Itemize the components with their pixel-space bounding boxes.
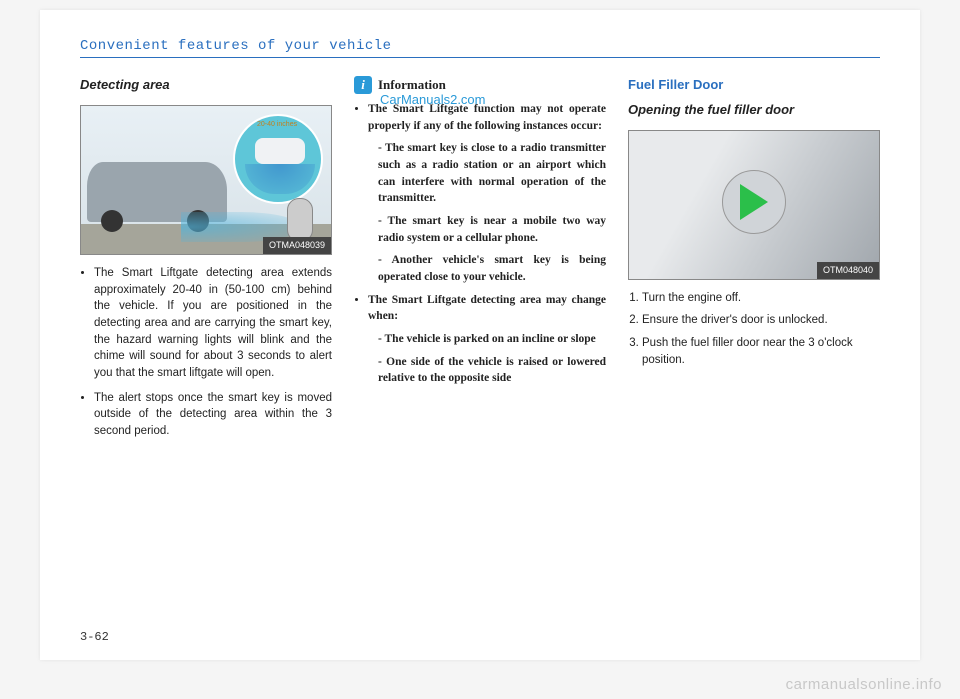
detection-zone-icon bbox=[245, 164, 315, 194]
step-item: Ensure the driver's door is unlocked. bbox=[642, 312, 880, 329]
figure-caption-1: OTMA048039 bbox=[263, 237, 331, 254]
column-3: Fuel Filler Door Opening the fuel filler… bbox=[628, 76, 880, 448]
vehicle-top-icon bbox=[255, 138, 305, 164]
info-sub-item: The vehicle is parked on an incline or s… bbox=[378, 331, 606, 348]
figure-fuel-door: OTM048040 bbox=[628, 130, 880, 280]
watermark-bottom: carmanualsonline.info bbox=[786, 676, 942, 693]
info-sub-list-2: The vehicle is parked on an incline or s… bbox=[368, 331, 606, 387]
key-fob-icon bbox=[287, 198, 313, 242]
bullet-item: The alert stops once the smart key is mo… bbox=[94, 390, 332, 440]
detecting-area-bullets: The Smart Liftgate detecting area extend… bbox=[80, 265, 332, 440]
column-2: i Information The Smart Liftgate functio… bbox=[354, 76, 606, 448]
fuel-door-illustration bbox=[629, 131, 879, 279]
info-sub-list-1: The smart key is close to a radio transm… bbox=[368, 140, 606, 285]
info-sub-item: Another vehicle's smart key is being ope… bbox=[378, 252, 606, 285]
info-sub-item: The smart key is near a mobile two way r… bbox=[378, 213, 606, 246]
figure-detecting-area: 20-40 inches OTMA048039 bbox=[80, 105, 332, 255]
fuel-filler-door-heading: Fuel Filler Door bbox=[628, 76, 880, 95]
column-1: Detecting area 20-40 inches OTMA048039 T… bbox=[80, 76, 332, 448]
content-columns: Detecting area 20-40 inches OTMA048039 T… bbox=[80, 76, 880, 448]
step-item: Turn the engine off. bbox=[642, 290, 880, 307]
step-item: Push the fuel filler door near the 3 o'c… bbox=[642, 335, 880, 368]
detecting-area-heading: Detecting area bbox=[80, 76, 332, 95]
push-arrow-icon bbox=[740, 184, 768, 220]
info-bullet-2-text: The Smart Liftgate detecting area may ch… bbox=[368, 294, 606, 323]
info-icon: i bbox=[354, 76, 372, 94]
info-bullet-2: The Smart Liftgate detecting area may ch… bbox=[368, 292, 606, 387]
page: Convenient features of your vehicle CarM… bbox=[40, 10, 920, 660]
info-bullet-1: The Smart Liftgate function may not oper… bbox=[368, 101, 606, 286]
fuel-door-steps: Turn the engine off. Ensure the driver's… bbox=[628, 290, 880, 369]
info-bullets: The Smart Liftgate function may not oper… bbox=[354, 101, 606, 387]
info-sub-item: The smart key is close to a radio transm… bbox=[378, 140, 606, 207]
distance-label: 20-40 inches bbox=[257, 120, 297, 130]
figure-caption-2: OTM048040 bbox=[817, 262, 879, 279]
info-bullet-1-text: The Smart Liftgate function may not oper… bbox=[368, 103, 606, 132]
info-sub-item: One side of the vehicle is raised or low… bbox=[378, 354, 606, 387]
watermark-top: CarManuals2.com bbox=[380, 92, 486, 107]
bullet-item: The Smart Liftgate detecting area extend… bbox=[94, 265, 332, 382]
opening-fuel-subheading: Opening the fuel filler door bbox=[628, 101, 880, 120]
sensor-inset-icon: 20-40 inches bbox=[233, 114, 323, 204]
section-title: Convenient features of your vehicle bbox=[80, 38, 880, 58]
page-number: 3-62 bbox=[80, 630, 109, 644]
